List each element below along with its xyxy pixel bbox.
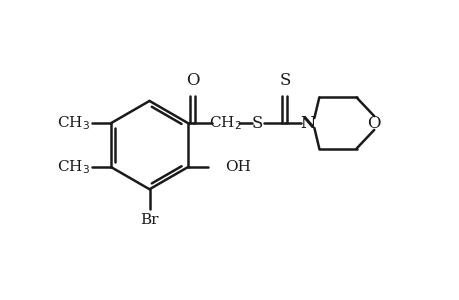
Text: CH$_2$: CH$_2$ — [208, 114, 241, 132]
Text: CH$_3$: CH$_3$ — [56, 114, 90, 132]
Text: S: S — [251, 115, 263, 131]
Text: N: N — [299, 115, 314, 131]
Text: Br: Br — [140, 213, 158, 227]
Text: O: O — [367, 115, 380, 131]
Text: S: S — [279, 72, 290, 89]
Text: CH$_3$: CH$_3$ — [56, 158, 90, 176]
Text: O: O — [185, 72, 199, 89]
Text: OH: OH — [224, 160, 251, 174]
